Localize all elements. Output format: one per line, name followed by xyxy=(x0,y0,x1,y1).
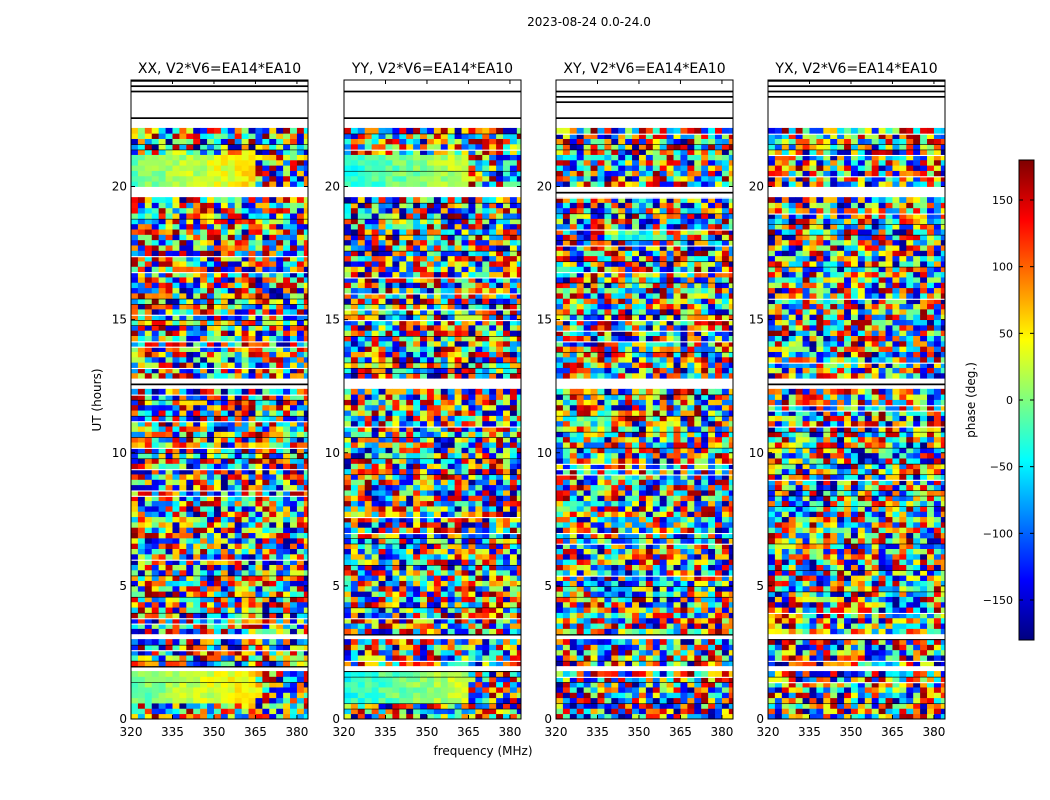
phase-cells xyxy=(344,80,521,719)
y-tick-label: 0 xyxy=(332,712,340,726)
colorbar-tick-label: −150 xyxy=(983,594,1013,607)
panel-2: YY, V2*V6=EA14*EA10 320 335 350 365 380 0 5 10 15… xyxy=(325,61,522,739)
y-tick-label: 15 xyxy=(537,313,552,327)
x-axis-label: frequency (MHz) xyxy=(433,744,532,758)
y-tick-label: 20 xyxy=(749,180,764,194)
x-tick-label: 350 xyxy=(416,725,439,739)
x-tick-label: 380 xyxy=(285,725,308,739)
x-tick-label: 365 xyxy=(669,725,692,739)
x-tick-label: 335 xyxy=(374,725,397,739)
colorbar-label: phase (deg.) xyxy=(964,362,978,438)
colorbar-tick-label: 0 xyxy=(1006,394,1013,407)
colorbar-tick-label: 50 xyxy=(999,327,1013,340)
x-tick-label: 320 xyxy=(757,725,780,739)
y-tick-label: 5 xyxy=(119,579,127,593)
colorbar-tick-label: 100 xyxy=(992,261,1013,274)
y-tick-label: 0 xyxy=(756,712,764,726)
panel-title: XX, V2*V6=EA14*EA10 xyxy=(138,61,301,77)
y-tick-label: 10 xyxy=(325,446,340,460)
panel-3: XY, V2*V6=EA14*EA10 320 335 350 365 380 0 5 10 15… xyxy=(537,61,734,739)
x-tick-label: 320 xyxy=(120,725,143,739)
y-tick-label: 15 xyxy=(749,313,764,327)
x-tick-label: 350 xyxy=(840,725,863,739)
y-tick-label: 10 xyxy=(749,446,764,460)
x-tick-label: 350 xyxy=(628,725,651,739)
x-tick-label: 320 xyxy=(333,725,356,739)
x-tick-label: 335 xyxy=(586,725,609,739)
y-axis-label: UT (hours) xyxy=(90,368,104,431)
x-tick-label: 365 xyxy=(881,725,904,739)
x-tick-label: 350 xyxy=(203,725,226,739)
panel-frame xyxy=(555,79,734,720)
figure-suptitle: 2023-08-24 0.0-24.0 xyxy=(527,15,651,29)
panels-group: XX, V2*V6=EA14*EA10 320 335 350 365 380 0 5 10 15… xyxy=(112,61,946,739)
panel-title: YY, V2*V6=EA14*EA10 xyxy=(351,61,513,77)
phase-cells xyxy=(131,80,308,719)
phase-cells xyxy=(768,80,945,719)
y-tick-label: 5 xyxy=(544,579,552,593)
y-tick-label: 20 xyxy=(112,180,127,194)
x-tick-label: 335 xyxy=(798,725,821,739)
panel-1: XX, V2*V6=EA14*EA10 320 335 350 365 380 0 5 10 15… xyxy=(112,61,309,739)
panel-title: YX, V2*V6=EA14*EA10 xyxy=(774,61,937,77)
panel-frame xyxy=(130,79,309,720)
y-tick-label: 5 xyxy=(756,579,764,593)
colorbar: 150 100 50 0 −50 −100 −150 xyxy=(983,159,1035,641)
colorbar-tick-label: −50 xyxy=(990,461,1013,474)
y-tick-label: 10 xyxy=(112,446,127,460)
panel-frame xyxy=(767,79,946,720)
panel-frame xyxy=(343,79,522,720)
y-tick-label: 10 xyxy=(537,446,552,460)
y-tick-label: 0 xyxy=(544,712,552,726)
y-tick-label: 5 xyxy=(332,579,340,593)
y-tick-label: 20 xyxy=(325,180,340,194)
x-tick-label: 380 xyxy=(498,725,521,739)
y-tick-label: 0 xyxy=(119,712,127,726)
panel-title: XY, V2*V6=EA14*EA10 xyxy=(563,61,725,77)
panel-4: YX, V2*V6=EA14*EA10 320 335 350 365 380 0 5 10 15… xyxy=(749,61,946,739)
x-tick-label: 380 xyxy=(922,725,945,739)
colorbar-tick-label: 150 xyxy=(992,194,1013,207)
y-tick-label: 15 xyxy=(112,313,127,327)
x-tick-label: 365 xyxy=(244,725,267,739)
x-tick-label: 380 xyxy=(710,725,733,739)
x-tick-label: 320 xyxy=(545,725,568,739)
y-tick-label: 15 xyxy=(325,313,340,327)
x-tick-label: 365 xyxy=(457,725,480,739)
y-tick-label: 20 xyxy=(537,180,552,194)
colorbar-tick-label: −100 xyxy=(983,527,1013,540)
phase-cells xyxy=(556,80,733,719)
x-tick-label: 335 xyxy=(161,725,184,739)
